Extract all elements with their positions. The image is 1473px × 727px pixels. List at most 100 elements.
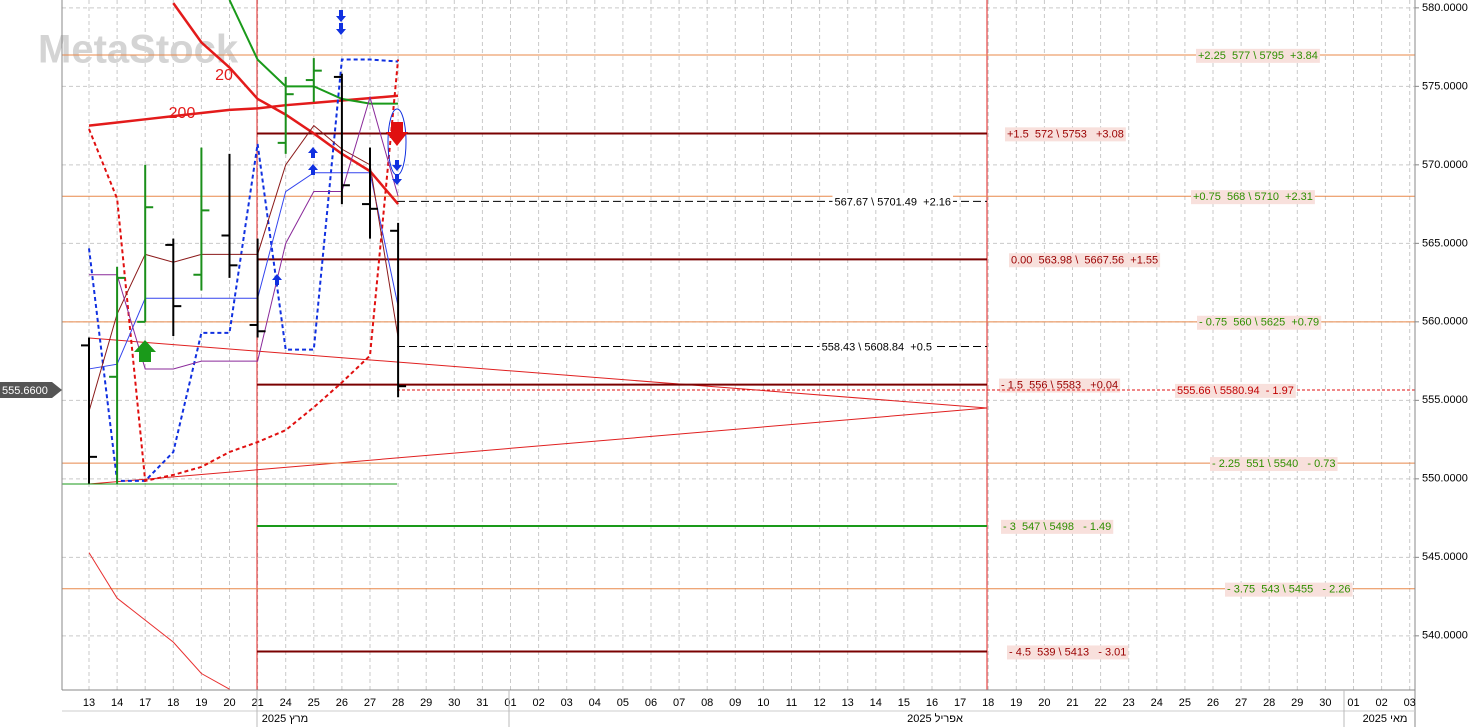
x-tick-label: 30 xyxy=(1319,697,1331,709)
x-tick-label: 01 xyxy=(504,697,516,709)
x-tick-label: 08 xyxy=(701,697,713,709)
x-tick-label: 26 xyxy=(336,697,348,709)
x-tick-label: 24 xyxy=(280,697,292,709)
level-label-bg xyxy=(1001,519,1114,534)
x-tick-label: 09 xyxy=(729,697,741,709)
level-label: +2.25 577 \ 5795 +3.84 xyxy=(1198,50,1318,62)
x-tick-label: 15 xyxy=(898,697,910,709)
level-label-bg xyxy=(1175,383,1296,398)
x-tick-label: 29 xyxy=(420,697,432,709)
y-tick-label: 565.0000 xyxy=(1422,237,1468,249)
x-tick-label: 19 xyxy=(1010,697,1022,709)
price-label: 555.6600 xyxy=(2,385,48,397)
x-tick-label: 17 xyxy=(954,697,966,709)
x-tick-label: 07 xyxy=(673,697,685,709)
x-tick-label: 03 xyxy=(561,697,573,709)
x-tick-label: 16 xyxy=(926,697,938,709)
y-tick-label: 545.0000 xyxy=(1422,551,1468,563)
level-label: - 0.75 560 \ 5625 +0.79 xyxy=(1199,317,1319,329)
y-tick-label: 550.0000 xyxy=(1422,473,1468,485)
x-tick-label: 28 xyxy=(1263,697,1275,709)
level-label-bg xyxy=(1005,127,1126,142)
level-label-bg xyxy=(1007,645,1129,660)
x-tick-label: 06 xyxy=(645,697,657,709)
x-tick-label: 26 xyxy=(1207,697,1219,709)
x-tick-label: 02 xyxy=(1375,697,1387,709)
y-tick-label: 555.0000 xyxy=(1422,394,1468,406)
trend-line xyxy=(88,337,988,409)
y-tick-label: 575.0000 xyxy=(1422,80,1468,92)
x-tick-label: 25 xyxy=(308,697,320,709)
x-tick-label: 20 xyxy=(1038,697,1050,709)
series-label: 200 xyxy=(169,105,196,122)
x-tick-label: 04 xyxy=(589,697,601,709)
y-tick-label: 580.0000 xyxy=(1422,2,1468,14)
level-label-bg xyxy=(1196,48,1320,63)
x-tick-label: 03 xyxy=(1404,697,1416,709)
x-tick-label: 12 xyxy=(813,697,825,709)
level-label-bg xyxy=(1197,315,1322,330)
ma-line xyxy=(88,124,399,412)
x-tick-label: 27 xyxy=(1235,697,1247,709)
level-label: +0.75 568 \ 5710 +2.31 xyxy=(1193,191,1313,203)
grid xyxy=(62,0,1415,690)
level-label: 558.43 \ 5608.84 +0.5 xyxy=(822,341,932,353)
x-tick-label: 02 xyxy=(532,697,544,709)
x-tick-label: 17 xyxy=(139,697,151,709)
x-tick-label: 14 xyxy=(870,697,882,709)
x-tick-label: 05 xyxy=(617,697,629,709)
x-tick-label: 30 xyxy=(448,697,460,709)
level-label: - 2.25 551 \ 5540 - 0.73 xyxy=(1212,458,1336,470)
month-label: 2025 מאי xyxy=(1363,713,1408,725)
x-tick-label: 18 xyxy=(982,697,994,709)
level-label-bg xyxy=(1191,190,1315,205)
x-tick-label: 21 xyxy=(1066,697,1078,709)
x-tick-label: 22 xyxy=(1094,697,1106,709)
level-label: - 1.5 556 \ 5583 +0.04 xyxy=(1001,380,1118,392)
level-label-bg xyxy=(832,195,953,210)
level-label-bg xyxy=(999,378,1121,393)
level-label-bg xyxy=(819,340,934,355)
level-label: 0.00 563.98 \ 5667.56 +1.55 xyxy=(1011,254,1158,266)
ma-line xyxy=(88,172,399,370)
x-tick-label: 18 xyxy=(167,697,179,709)
x-tick-label: 25 xyxy=(1179,697,1191,709)
month-label: 2025 אפריל xyxy=(907,712,963,725)
level-label: 567.67 \ 5701.49 +2.16 xyxy=(834,196,951,208)
x-tick-label: 14 xyxy=(111,697,123,709)
levels: +2.25 577 \ 5795 +3.84 +1.5 572 \ 5753 +3… xyxy=(62,48,1415,660)
level-label: - 4.5 539 \ 5413 - 3.01 xyxy=(1009,646,1126,658)
x-tick-label: 19 xyxy=(195,697,207,709)
y-tick-label: 570.0000 xyxy=(1422,159,1468,171)
x-tick-label: 10 xyxy=(757,697,769,709)
ma-line xyxy=(88,552,230,690)
series-label: 20 xyxy=(215,67,233,84)
month-label: 2025 מרץ xyxy=(262,713,309,725)
x-tick-label: 24 xyxy=(1151,697,1163,709)
level-label: - 3.75 543 \ 5455 - 2.26 xyxy=(1227,584,1351,596)
y-tick-label: 560.0000 xyxy=(1422,316,1468,328)
x-tick-label: 01 xyxy=(1347,697,1359,709)
y-tick-label: 540.0000 xyxy=(1422,630,1468,642)
x-tick-label: 20 xyxy=(223,697,235,709)
x-tick-label: 27 xyxy=(364,697,376,709)
x-tick-label: 21 xyxy=(251,697,263,709)
x-tick-label: 13 xyxy=(83,697,95,709)
down-arrow xyxy=(386,122,408,146)
x-tick-label: 28 xyxy=(392,697,404,709)
level-label-bg xyxy=(1009,253,1161,268)
level-label: 555.66 \ 5580.94 - 1.97 xyxy=(1177,385,1294,397)
level-label: - 3 547 \ 5498 - 1.49 xyxy=(1003,521,1111,533)
trend-line xyxy=(88,407,988,485)
x-tick-label: 31 xyxy=(476,697,488,709)
ma-line xyxy=(88,58,399,482)
level-label: +1.5 572 \ 5753 +3.08 xyxy=(1007,128,1124,140)
ma-line xyxy=(88,59,400,483)
x-tick-label: 29 xyxy=(1291,697,1303,709)
x-tick-label: 13 xyxy=(842,697,854,709)
bars xyxy=(81,58,407,484)
signal-arrows xyxy=(272,10,402,285)
